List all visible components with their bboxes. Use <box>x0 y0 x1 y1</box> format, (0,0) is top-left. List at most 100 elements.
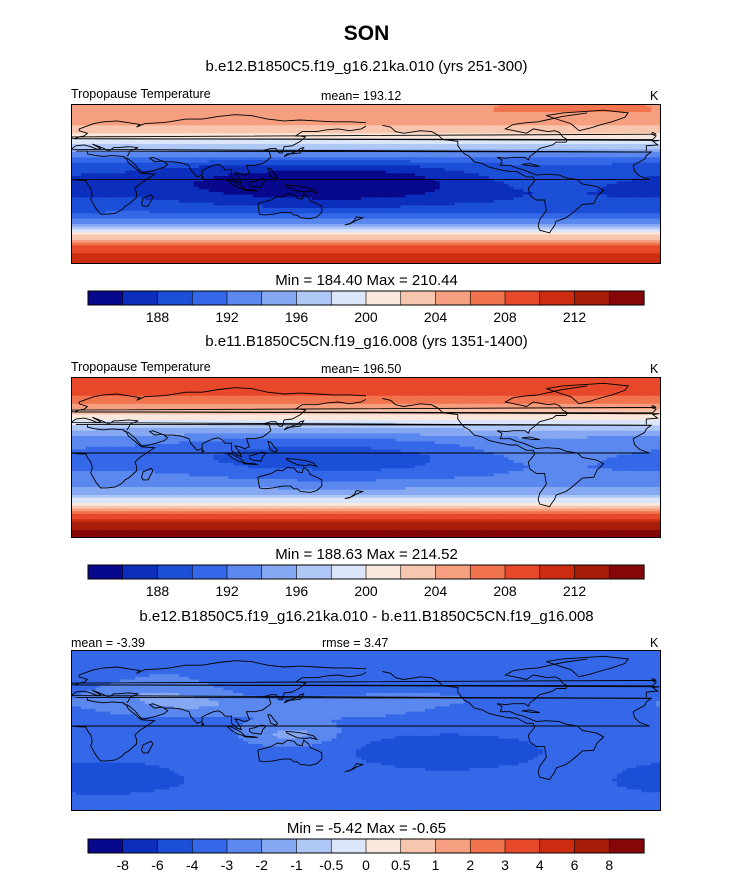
field-cell <box>198 168 205 172</box>
field-cell <box>656 106 661 110</box>
field-cell <box>233 200 239 204</box>
field-cell <box>420 173 426 177</box>
field-cell <box>533 130 539 134</box>
field-cell <box>572 184 579 188</box>
field-cell <box>636 104 642 108</box>
field-cell <box>302 146 308 150</box>
field-cell <box>616 186 623 190</box>
field-cell <box>115 152 121 156</box>
field-cell <box>395 128 402 132</box>
field-cell <box>469 205 475 209</box>
field-cell <box>518 136 524 140</box>
field-cell <box>562 144 569 148</box>
field-cell <box>562 122 569 126</box>
field-cell <box>503 162 510 166</box>
field-cell <box>582 178 588 182</box>
field-cell <box>587 200 593 204</box>
field-cell <box>577 202 583 206</box>
field-cell <box>198 109 205 113</box>
field-cell <box>370 200 377 204</box>
field-cell <box>267 184 274 188</box>
field-cell <box>380 104 387 108</box>
field-cell <box>444 104 451 108</box>
field-cell <box>498 109 505 113</box>
field-cell <box>513 170 520 174</box>
field-cell <box>321 138 328 142</box>
field-cell <box>616 133 623 137</box>
field-cell <box>297 157 303 161</box>
field-cell <box>611 133 618 137</box>
field-cell <box>587 157 593 161</box>
field-cell <box>420 213 426 217</box>
field-cell <box>602 133 608 137</box>
field-cell <box>110 154 116 158</box>
field-cell <box>346 181 352 185</box>
field-cell <box>120 128 126 132</box>
field-cell <box>105 181 111 185</box>
field-cell <box>159 173 166 177</box>
field-cell <box>223 152 229 156</box>
field-cell <box>302 128 308 132</box>
field-cell <box>528 186 534 190</box>
field-cell <box>380 162 387 166</box>
field-cell <box>469 184 475 188</box>
field-cell <box>193 130 200 134</box>
field-cell <box>390 106 397 110</box>
field-cell <box>164 189 170 193</box>
field-cell <box>390 210 397 214</box>
field-cell <box>380 130 387 134</box>
field-cell <box>218 125 225 129</box>
field-cell <box>631 170 638 174</box>
field-cell <box>538 117 544 121</box>
field-cell <box>469 176 475 180</box>
field-cell <box>572 136 579 140</box>
field-cell <box>287 117 293 121</box>
field-cell <box>302 162 308 166</box>
field-cell <box>557 162 564 166</box>
field-cell <box>257 117 264 121</box>
field-cell <box>302 152 308 156</box>
field-cell <box>572 178 579 182</box>
field-cell <box>174 146 180 150</box>
field-cell <box>567 197 574 201</box>
field-cell <box>277 200 284 204</box>
field-cell <box>272 130 279 134</box>
field-cell <box>262 152 269 156</box>
field-cell <box>272 117 279 121</box>
field-cell <box>100 114 107 118</box>
field-cell <box>179 117 185 121</box>
field-cell <box>193 213 200 217</box>
field-cell <box>621 181 628 185</box>
field-cell <box>380 202 387 206</box>
field-cell <box>316 114 323 118</box>
field-cell <box>248 208 254 212</box>
field-cell <box>410 197 416 201</box>
field-cell <box>154 112 161 116</box>
field-cell <box>405 178 411 182</box>
field-cell <box>326 205 333 209</box>
field-cell <box>543 162 549 166</box>
field-cell <box>434 160 441 164</box>
field-cell <box>479 154 485 158</box>
field-cell <box>149 117 156 121</box>
field-cell <box>454 122 461 126</box>
field-cell <box>380 112 387 116</box>
field-cell <box>154 165 161 169</box>
field-cell <box>366 210 372 214</box>
field-cell <box>316 168 323 172</box>
field-cell <box>164 146 170 150</box>
field-cell <box>567 112 574 116</box>
field-cell <box>282 122 288 126</box>
field-cell <box>366 168 372 172</box>
field-cell <box>164 210 170 214</box>
field-cell <box>513 162 520 166</box>
field-cell <box>262 162 269 166</box>
field-cell <box>636 136 642 140</box>
field-cell <box>164 130 170 134</box>
field-cell <box>587 114 593 118</box>
field-cell <box>533 154 539 158</box>
field-cell <box>626 130 633 134</box>
field-cell <box>543 122 549 126</box>
field-cell <box>370 120 377 124</box>
field-cell <box>311 178 318 182</box>
